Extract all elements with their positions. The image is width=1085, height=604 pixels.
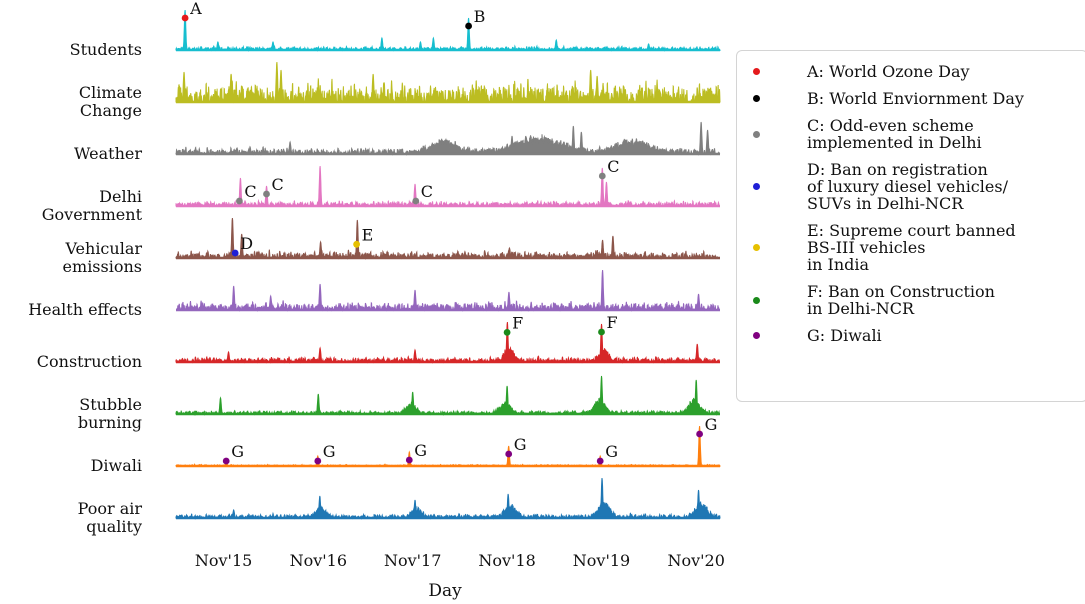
legend-item: C: Odd-even scheme implemented in Delhi xyxy=(737,117,1085,151)
legend-marker xyxy=(753,332,760,339)
legend-item: F: Ban on Construction in Delhi-NCR xyxy=(737,283,1085,317)
legend-item: G: Diwali xyxy=(737,327,1085,344)
series-label-health-effects: Health effects xyxy=(28,300,142,319)
annotation-marker-b xyxy=(465,22,472,30)
legend-label: E: Supreme court banned BS-III vehicles … xyxy=(807,221,1016,274)
annotation-marker-g xyxy=(596,457,604,465)
series-area-weather xyxy=(175,121,721,156)
x-tick-label: Nov'15 xyxy=(195,551,252,570)
legend-label: A: World Ozone Day xyxy=(807,62,970,81)
series-area-poor-air-quality xyxy=(175,477,721,520)
legend-item: A: World Ozone Day xyxy=(737,63,1085,80)
annotation-marker-c xyxy=(412,197,420,205)
series-area-construction xyxy=(175,321,720,364)
annotation-marker-g xyxy=(222,457,230,465)
annotation-marker-g xyxy=(505,450,513,458)
legend-label: D: Ban on registration of luxury diesel … xyxy=(807,160,1008,213)
x-tick-label: Nov'16 xyxy=(290,551,347,570)
annotation-marker-c xyxy=(236,197,243,205)
legend-item: E: Supreme court banned BS-III vehicles … xyxy=(737,222,1085,273)
annotation-letter-e: E xyxy=(362,225,374,244)
series-label-delhi-government: Delhi Government xyxy=(42,187,143,224)
legend-item: D: Ban on registration of luxury diesel … xyxy=(737,161,1085,212)
x-tick-label: Nov'18 xyxy=(478,551,535,570)
series-area-diwali xyxy=(175,425,721,468)
annotation-letter-c: C xyxy=(244,182,256,201)
legend-label: F: Ban on Construction in Delhi-NCR xyxy=(807,282,995,318)
legend-label: G: Diwali xyxy=(807,326,882,345)
x-tick-label: Nov'20 xyxy=(667,551,724,570)
legend-marker xyxy=(753,183,760,190)
series-area-climate-change xyxy=(175,61,721,104)
annotation-letter-g: G xyxy=(231,442,244,461)
legend-label: B: World Enviornment Day xyxy=(807,89,1024,108)
series-label-poor-air-quality: Poor air quality xyxy=(78,499,143,536)
annotation-marker-d xyxy=(231,249,239,257)
annotation-letter-d: D xyxy=(240,234,253,253)
legend-marker xyxy=(753,68,760,75)
series-area-stubble-burning xyxy=(175,375,720,416)
x-axis-ticks: Nov'15 Nov'16 Nov'17 Nov'18 Nov'19 Nov'20 xyxy=(195,551,725,570)
annotation-marker-a xyxy=(181,14,189,22)
annotation-letter-c: C xyxy=(272,175,284,194)
series-area-delhi-government xyxy=(175,165,720,208)
annotation-letter-g: G xyxy=(605,442,618,461)
annotation-letter-g: G xyxy=(705,415,718,434)
series-label-climate-change: Climate Change xyxy=(79,83,142,120)
series-area-students xyxy=(175,9,722,52)
annotation-letter-f: F xyxy=(607,313,618,332)
legend-marker xyxy=(753,244,760,251)
series-label-diwali: Diwali xyxy=(91,456,142,475)
series-label-students: Students xyxy=(70,40,142,59)
annotation-marker-g xyxy=(314,457,322,465)
series-label-stubble-burning: Stubble burning xyxy=(78,395,142,432)
legend-marker xyxy=(753,95,760,102)
annotation-marker-g xyxy=(696,430,703,438)
annotation-marker-e xyxy=(353,240,360,248)
annotation-letter-f: F xyxy=(512,313,523,332)
annotation-letter-g: G xyxy=(414,441,427,460)
annotation-letter-g: G xyxy=(514,435,527,454)
series-area-vehicular-emissions xyxy=(175,217,720,260)
series-labels: Students Climate Change Weather Delhi Governm… xyxy=(28,40,142,536)
series-label-construction: Construction xyxy=(37,352,142,371)
annotation-letter-c: C xyxy=(421,182,433,201)
x-tick-label: Nov'17 xyxy=(384,551,441,570)
series-label-vehicular-emissions: Vehicular emissions xyxy=(63,239,143,276)
legend: A: World Ozone Day B: World Enviornment D… xyxy=(736,50,1085,402)
annotation-letter-a: A xyxy=(189,0,202,18)
annotation-marker-g xyxy=(405,456,413,464)
annotation-letter-b: B xyxy=(474,7,486,26)
x-tick-label: Nov'19 xyxy=(573,551,630,570)
annotation-marker-c xyxy=(598,172,606,180)
series-area-health-effects xyxy=(176,269,720,312)
annotation-marker-f xyxy=(503,329,511,336)
legend-marker xyxy=(753,296,760,304)
annotation-marker-c xyxy=(263,190,270,198)
ridgeline-series-group: A BC C CCD EF FG G G G GG xyxy=(175,0,722,520)
legend-label: C: Odd-even scheme implemented in Delhi xyxy=(807,116,982,152)
x-axis-label: Day xyxy=(428,581,462,601)
legend-marker xyxy=(753,130,760,138)
legend-item: B: World Enviornment Day xyxy=(737,90,1085,107)
annotation-marker-f xyxy=(598,328,605,336)
annotation-letter-g: G xyxy=(323,442,336,461)
annotation-letter-c: C xyxy=(607,157,619,176)
series-label-weather: Weather xyxy=(74,144,142,163)
